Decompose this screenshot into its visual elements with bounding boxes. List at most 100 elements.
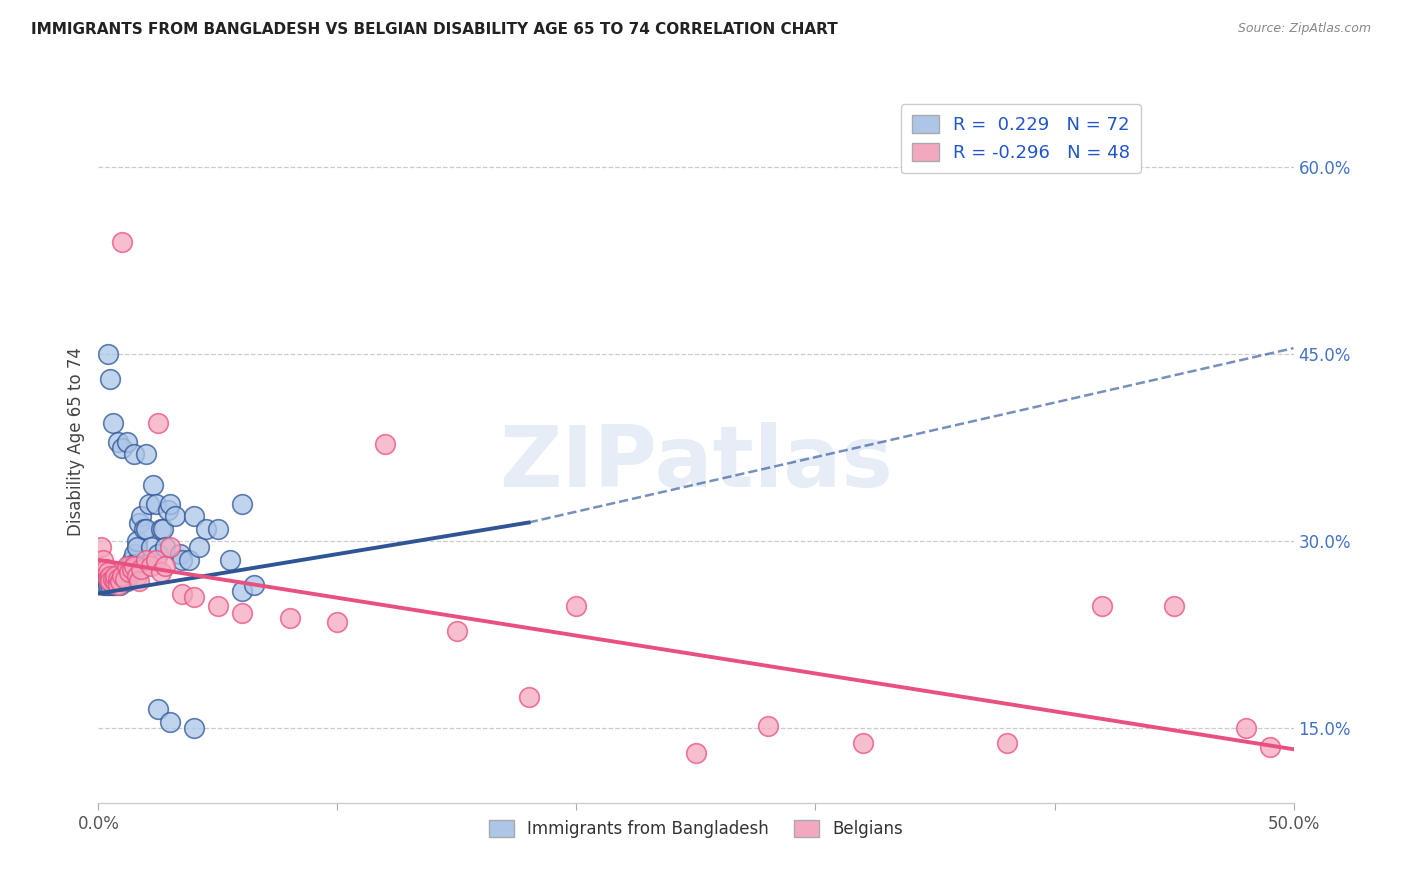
Legend: Immigrants from Bangladesh, Belgians: Immigrants from Bangladesh, Belgians [482, 814, 910, 845]
Point [148, 416, 170, 430]
Point [278, 611, 301, 625]
Point [90, 541, 112, 555]
Point [111, 569, 134, 583]
Point [115, 574, 138, 588]
Point [156, 503, 179, 517]
Point [169, 547, 191, 561]
Point [107, 434, 129, 449]
Point [97, 572, 120, 586]
Point [152, 522, 174, 536]
Point [135, 522, 157, 536]
Point [97, 572, 120, 586]
Point [108, 574, 131, 588]
Point [108, 578, 131, 592]
Point [97, 566, 120, 580]
Point [101, 416, 124, 430]
Point [91, 578, 114, 592]
Point [231, 497, 253, 511]
Point [155, 541, 177, 555]
Point [104, 578, 127, 592]
Point [111, 569, 134, 583]
Point [139, 559, 162, 574]
Point [125, 541, 148, 555]
Point [243, 578, 266, 592]
Y-axis label: Disability Age 65 to 74: Disability Age 65 to 74 [66, 347, 84, 536]
Point [124, 547, 146, 561]
Point [98, 569, 122, 583]
Point [1163, 599, 1185, 613]
Point [101, 572, 124, 586]
Point [183, 721, 205, 735]
Point [91, 553, 114, 567]
Point [107, 578, 129, 592]
Point [104, 572, 127, 586]
Point [159, 497, 181, 511]
Point [111, 572, 134, 586]
Point [111, 441, 134, 455]
Point [98, 574, 122, 588]
Point [121, 561, 143, 575]
Point [90, 572, 112, 586]
Point [107, 574, 129, 588]
Point [149, 566, 172, 580]
Point [172, 553, 194, 567]
Point [374, 437, 396, 451]
Point [97, 347, 120, 361]
Point [107, 569, 129, 583]
Point [125, 569, 148, 583]
Point [98, 569, 122, 583]
Point [195, 522, 218, 536]
Point [446, 624, 468, 638]
Point [163, 509, 186, 524]
Point [114, 572, 136, 586]
Point [139, 541, 162, 555]
Point [326, 615, 349, 630]
Point [108, 574, 131, 588]
Point [124, 559, 146, 574]
Point [145, 553, 167, 567]
Point [98, 578, 122, 592]
Point [207, 599, 229, 613]
Text: ZIPatlas: ZIPatlas [499, 422, 893, 505]
Point [114, 572, 136, 586]
Point [128, 574, 150, 588]
Point [145, 497, 167, 511]
Point [138, 497, 160, 511]
Point [94, 578, 117, 592]
Point [98, 372, 122, 386]
Point [124, 557, 146, 571]
Point [219, 553, 242, 567]
Point [101, 572, 124, 586]
Point [131, 509, 153, 524]
Point [159, 541, 181, 555]
Point [135, 553, 157, 567]
Point [685, 746, 707, 760]
Point [115, 559, 138, 574]
Point [756, 718, 779, 732]
Point [142, 478, 165, 492]
Point [104, 574, 127, 588]
Point [118, 569, 141, 583]
Point [104, 569, 127, 583]
Point [128, 516, 150, 530]
Point [148, 547, 170, 561]
Point [94, 572, 117, 586]
Point [565, 599, 588, 613]
Text: Source: ZipAtlas.com: Source: ZipAtlas.com [1237, 22, 1371, 36]
Point [94, 561, 117, 575]
Point [135, 447, 157, 461]
Point [207, 522, 229, 536]
Point [231, 584, 253, 599]
Point [995, 736, 1018, 750]
Point [114, 566, 136, 580]
Point [121, 553, 143, 567]
Point [183, 591, 205, 605]
Point [104, 574, 127, 588]
Point [98, 574, 122, 588]
Point [132, 522, 155, 536]
Point [1091, 599, 1114, 613]
Point [187, 541, 209, 555]
Point [1234, 721, 1257, 735]
Point [148, 702, 170, 716]
Point [131, 561, 153, 575]
